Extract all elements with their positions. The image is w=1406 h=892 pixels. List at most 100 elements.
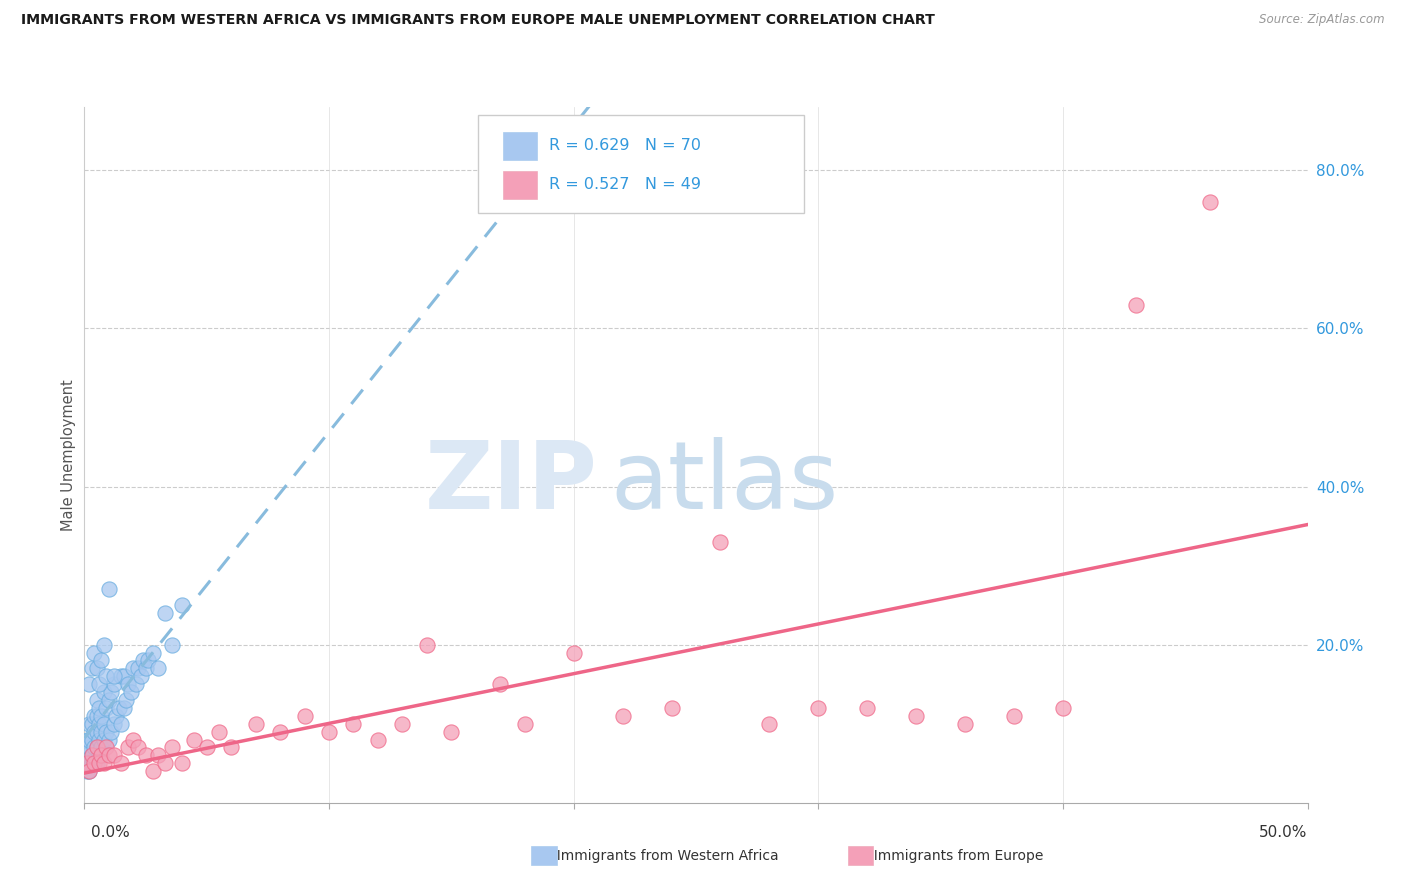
Point	[120, 685, 142, 699]
Point	[612, 708, 634, 723]
Point	[100, 724, 122, 739]
Point	[416, 638, 439, 652]
Text: R = 0.527   N = 49: R = 0.527 N = 49	[550, 177, 702, 192]
Point	[440, 724, 463, 739]
Point	[77, 756, 100, 771]
Point	[90, 740, 112, 755]
Point	[294, 708, 316, 723]
Point	[77, 764, 100, 779]
Point	[80, 661, 103, 675]
Point	[86, 740, 108, 755]
Point	[103, 669, 125, 683]
Point	[83, 756, 105, 771]
Point	[162, 638, 184, 652]
Point	[245, 716, 267, 731]
Point	[80, 748, 103, 763]
Text: Source: ZipAtlas.com: Source: ZipAtlas.com	[1260, 13, 1385, 27]
Text: ZIP: ZIP	[425, 437, 598, 529]
Point	[807, 701, 830, 715]
Point	[96, 724, 118, 739]
Point	[76, 764, 98, 779]
Point	[125, 677, 148, 691]
Point	[105, 708, 128, 723]
Point	[172, 756, 194, 771]
Point	[127, 740, 149, 755]
Text: atlas: atlas	[610, 437, 838, 529]
Point	[129, 669, 152, 683]
Point	[146, 748, 169, 763]
Point	[86, 693, 108, 707]
Point	[77, 764, 100, 779]
Point	[86, 661, 108, 675]
Point	[208, 724, 231, 739]
Point	[110, 716, 132, 731]
Point	[97, 693, 120, 707]
Point	[77, 677, 100, 691]
Point	[96, 701, 118, 715]
Point	[86, 708, 108, 723]
Point	[90, 708, 112, 723]
Point	[153, 756, 176, 771]
Point	[83, 756, 105, 771]
Point	[562, 646, 585, 660]
Point	[103, 716, 125, 731]
Point	[77, 740, 100, 755]
Point	[172, 598, 194, 612]
Point	[758, 716, 780, 731]
Point	[135, 661, 157, 675]
Point	[77, 716, 100, 731]
Point	[86, 756, 108, 771]
Point	[87, 756, 110, 771]
Point	[83, 724, 105, 739]
Text: Immigrants from Europe: Immigrants from Europe	[865, 849, 1043, 863]
Point	[142, 646, 165, 660]
Point	[112, 701, 135, 715]
Y-axis label: Male Unemployment: Male Unemployment	[60, 379, 76, 531]
Point	[709, 534, 731, 549]
Point	[93, 716, 115, 731]
Point	[86, 724, 108, 739]
Point	[80, 716, 103, 731]
Point	[97, 748, 120, 763]
Text: IMMIGRANTS FROM WESTERN AFRICA VS IMMIGRANTS FROM EUROPE MALE UNEMPLOYMENT CORRE: IMMIGRANTS FROM WESTERN AFRICA VS IMMIGR…	[21, 13, 935, 28]
Point	[96, 669, 118, 683]
Point	[905, 708, 928, 723]
FancyBboxPatch shape	[478, 115, 804, 213]
Bar	[503, 132, 537, 160]
Point	[103, 748, 125, 763]
Point	[87, 732, 110, 747]
Point	[90, 724, 112, 739]
Point	[219, 740, 242, 755]
Point	[80, 748, 103, 763]
Point	[76, 756, 98, 771]
Point	[90, 748, 112, 763]
Point	[953, 716, 976, 731]
Point	[1198, 194, 1220, 209]
Point	[93, 685, 115, 699]
Point	[342, 716, 364, 731]
Point	[80, 756, 103, 771]
Point	[136, 653, 159, 667]
Point	[77, 732, 100, 747]
Bar	[531, 846, 557, 865]
Point	[127, 661, 149, 675]
Point	[122, 661, 145, 675]
Point	[513, 716, 536, 731]
Bar	[503, 171, 537, 199]
Point	[76, 748, 98, 763]
Point	[87, 748, 110, 763]
Point	[162, 740, 184, 755]
Point	[87, 701, 110, 715]
Point	[112, 669, 135, 683]
Point	[367, 732, 389, 747]
Point	[86, 740, 108, 755]
Text: R = 0.629   N = 70: R = 0.629 N = 70	[550, 138, 702, 153]
Text: 0.0%: 0.0%	[91, 825, 131, 840]
Point	[1002, 708, 1025, 723]
Point	[269, 724, 291, 739]
Text: Immigrants from Western Africa: Immigrants from Western Africa	[548, 849, 779, 863]
Point	[83, 646, 105, 660]
Point	[1052, 701, 1074, 715]
Point	[96, 740, 118, 755]
Point	[183, 732, 205, 747]
